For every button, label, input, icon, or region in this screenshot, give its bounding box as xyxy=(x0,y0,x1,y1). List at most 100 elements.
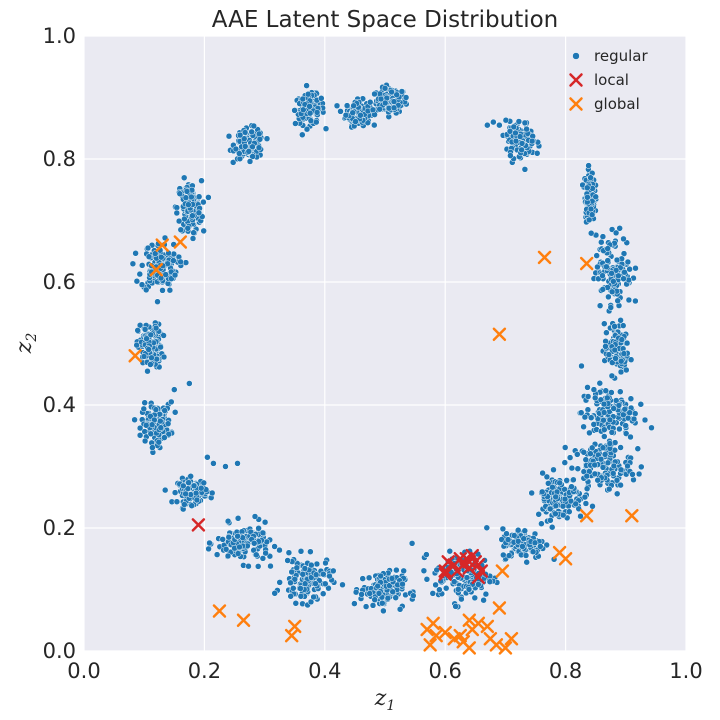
regular-point xyxy=(617,317,624,324)
regular-point xyxy=(170,257,177,264)
regular-point xyxy=(287,593,294,600)
regular-point xyxy=(452,603,459,610)
regular-point xyxy=(182,194,190,201)
regular-point xyxy=(503,530,510,537)
regular-point xyxy=(236,131,244,139)
regular-point xyxy=(225,132,233,140)
regular-point xyxy=(398,88,406,95)
regular-point xyxy=(362,603,370,610)
regular-point xyxy=(608,389,615,396)
x-axis-ticks: 0.0 0.2 0.4 0.6 0.8 1.0 xyxy=(67,659,702,683)
regular-point xyxy=(161,434,168,441)
regular-point xyxy=(291,107,298,114)
regular-point xyxy=(141,399,148,406)
regular-point xyxy=(160,332,167,339)
regular-point xyxy=(310,593,317,601)
regular-point xyxy=(608,270,615,277)
regular-point xyxy=(151,250,159,257)
regular-point xyxy=(232,145,240,153)
regular-point xyxy=(369,106,377,114)
global-point xyxy=(625,508,639,523)
regular-point xyxy=(601,320,608,327)
regular-point xyxy=(522,552,530,559)
global-point xyxy=(492,327,507,342)
local-point xyxy=(465,548,480,563)
regular-point xyxy=(259,555,267,562)
regular-point xyxy=(624,462,631,470)
regular-point xyxy=(545,480,552,487)
regular-point xyxy=(148,354,155,362)
global-point xyxy=(438,625,452,640)
regular-point xyxy=(171,489,179,496)
regular-point xyxy=(246,158,254,165)
data-points xyxy=(128,81,655,655)
regular-point xyxy=(610,462,618,470)
regular-point xyxy=(587,414,595,421)
regular-point xyxy=(312,571,320,578)
regular-point xyxy=(349,109,356,117)
regular-point xyxy=(157,343,164,351)
regular-point xyxy=(514,538,522,545)
global-point xyxy=(495,564,510,578)
regular-point xyxy=(621,268,628,276)
global-point xyxy=(155,238,170,252)
regular-point xyxy=(624,258,632,266)
regular-point xyxy=(189,212,196,219)
regular-point xyxy=(410,592,417,599)
regular-point xyxy=(147,430,155,438)
regular-point xyxy=(176,190,184,197)
regular-point xyxy=(614,297,621,305)
regular-point xyxy=(559,502,567,510)
regular-point xyxy=(483,524,491,532)
regular-point xyxy=(547,517,554,524)
global-point xyxy=(480,619,495,634)
x-tick-label: 0.2 xyxy=(188,659,221,683)
regular-point xyxy=(566,454,574,461)
regular-point xyxy=(521,119,529,127)
x-tick-label: 0.0 xyxy=(67,659,100,683)
regular-point xyxy=(388,575,396,582)
regular-point xyxy=(590,386,598,393)
regular-point xyxy=(637,401,645,408)
legend-item-regular: regular xyxy=(572,47,648,65)
regular-point xyxy=(626,265,633,273)
regular-point xyxy=(510,532,518,539)
regular-point xyxy=(190,482,198,490)
regular-point xyxy=(581,413,589,421)
y-axis-label: z2 xyxy=(12,333,40,355)
regular-point xyxy=(388,88,395,96)
regular-point xyxy=(450,578,458,585)
regular-point xyxy=(399,580,406,588)
regular-point xyxy=(365,574,373,582)
regular-point xyxy=(581,493,589,501)
global-point xyxy=(173,235,188,249)
regular-point xyxy=(371,596,378,603)
regular-point xyxy=(596,302,604,309)
y-tick-label: 0.0 xyxy=(43,639,76,663)
y-tick-label: 0.8 xyxy=(43,147,76,171)
regular-point xyxy=(301,565,309,572)
regular-point xyxy=(600,400,608,408)
regular-point xyxy=(165,430,173,438)
regular-point xyxy=(585,216,593,224)
regular-point xyxy=(255,525,262,532)
regular-point xyxy=(528,137,536,145)
regular-point xyxy=(390,98,398,105)
regular-point xyxy=(193,496,201,504)
regular-point xyxy=(175,217,183,225)
regular-point xyxy=(333,102,341,110)
y-tick-label: 1.0 xyxy=(43,24,76,48)
regular-point xyxy=(198,177,205,184)
regular-point xyxy=(515,118,523,125)
regular-point xyxy=(337,108,344,115)
regular-point xyxy=(234,515,242,522)
global-point xyxy=(236,613,251,627)
regular-point xyxy=(234,550,242,557)
regular-point xyxy=(357,112,364,119)
regular-point xyxy=(366,98,374,106)
regular-point xyxy=(141,326,149,333)
regular-point xyxy=(342,111,350,119)
regular-point xyxy=(597,455,605,463)
regular-point xyxy=(480,596,487,604)
regular-point xyxy=(490,118,497,126)
